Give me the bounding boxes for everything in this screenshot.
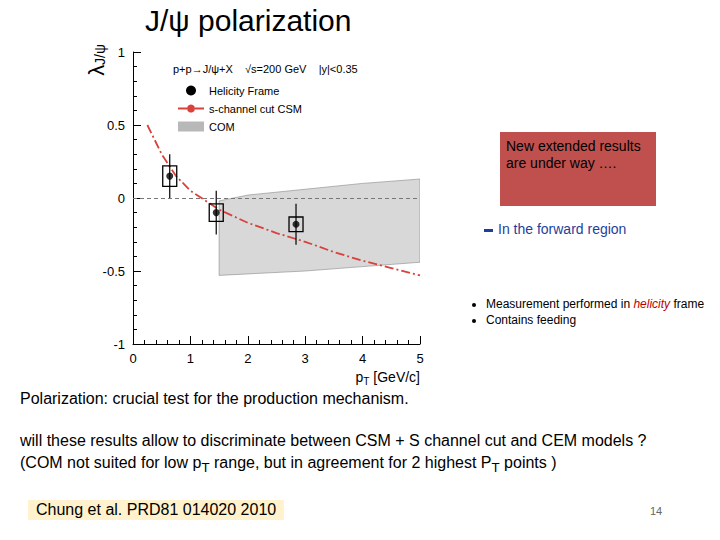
svg-text:p: p bbox=[356, 369, 364, 385]
svg-text:4: 4 bbox=[359, 351, 366, 366]
svg-text:0.5: 0.5 bbox=[107, 118, 125, 133]
html-text:Chung et al. PRD81 014020 2010: Chung et al. PRD81 014020 2010 bbox=[36, 501, 277, 518]
html-text:(COM not suited for low pTrang: (COM not suited for low pTrange, but in … bbox=[20, 454, 557, 476]
svg-text:0: 0 bbox=[118, 191, 125, 206]
html-text:14: 14 bbox=[650, 505, 663, 517]
html-text:will these results allow to di: will these results allow to discriminate… bbox=[20, 432, 647, 449]
html-text:New extended results are under: New extended results are under way …. bbox=[506, 138, 641, 171]
svg-text:Helicity Frame: Helicity Frame bbox=[209, 85, 279, 97]
svg-text:5: 5 bbox=[416, 351, 423, 366]
html-text:Measurement performed in helic: Measurement performed in helicity frame bbox=[486, 297, 705, 311]
svg-text:J/ψ polarization: J/ψ polarization bbox=[145, 4, 351, 37]
svg-text:0: 0 bbox=[129, 351, 136, 366]
html-text:Polarization: crucial test for: Polarization: crucial test for the produ… bbox=[20, 390, 409, 407]
svg-text:J/ψ: J/ψ bbox=[92, 44, 108, 65]
svg-text:3: 3 bbox=[302, 351, 309, 366]
html-text:In the forward region: In the forward region bbox=[498, 221, 627, 237]
svg-text:1: 1 bbox=[187, 351, 194, 366]
svg-text:[GeV/c]: [GeV/c] bbox=[369, 369, 420, 385]
svg-text:p+p→J/ψ+X √s=200 GeV |y|: p+p→J/ψ+X √s=200 GeV |y|<0.35 bbox=[173, 63, 358, 75]
svg-text:-0.5: -0.5 bbox=[103, 264, 125, 279]
svg-text:-1: -1 bbox=[113, 337, 125, 352]
svg-text:λ: λ bbox=[84, 65, 109, 76]
html-text:Contains feeding: Contains feeding bbox=[486, 313, 577, 327]
svg-text:T: T bbox=[363, 376, 369, 387]
svg-text:s-channel cut CSM: s-channel cut CSM bbox=[209, 103, 302, 115]
svg-text:2: 2 bbox=[244, 351, 251, 366]
svg-text:1: 1 bbox=[118, 45, 125, 60]
svg-text:COM: COM bbox=[209, 121, 235, 133]
